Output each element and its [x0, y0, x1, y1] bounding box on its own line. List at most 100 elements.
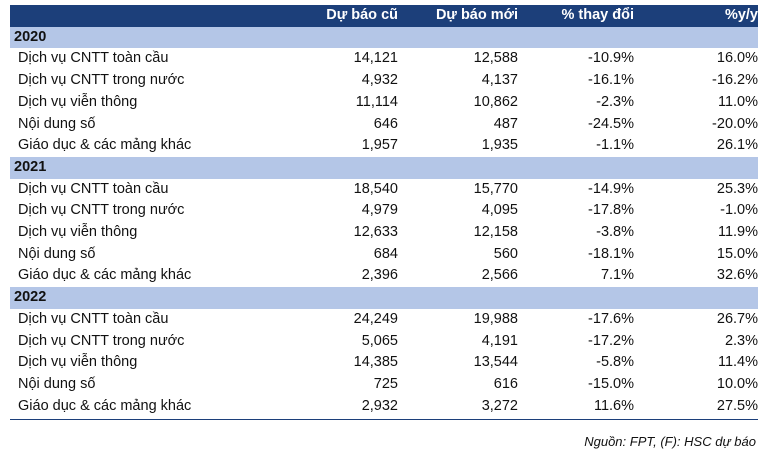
header-row: Dự báo cũ Dự báo mới% thay đổi %y/y	[10, 5, 758, 27]
value-cell: 4,191	[481, 332, 518, 349]
value-cell: -20.0%	[712, 115, 758, 132]
data-row: Dịch vụ CNTT trong nước 5,065 4,191 -17.2% 2…	[10, 331, 758, 353]
value-cell: 725	[373, 375, 398, 392]
row-label: Giáo dục & các mảng khác	[18, 267, 192, 284]
value-cell: 15,770	[473, 180, 518, 197]
section-row: 2020	[10, 26, 758, 49]
value-cell: -16.2%	[712, 72, 758, 89]
value-cell: -16.1%	[588, 72, 634, 89]
value-cell: 11.0%	[717, 93, 758, 110]
value-cell: 32.6%	[716, 267, 758, 284]
value-cell: 27.5%	[716, 397, 758, 414]
value-cell: 2,396	[361, 267, 398, 284]
data-row: Dịch vụ CNTT trong nước 4,979 4,095 -17.8% -…	[10, 200, 758, 222]
data-row: Dịch vụ viễn thông 11,114 10,862 -2.3% 11.0%	[10, 92, 758, 114]
data-row: Giáo dục & các mảng khác 1,957 1,935 -1.1% 2…	[10, 135, 758, 157]
value-cell: -10.9%	[588, 50, 634, 67]
row-label: Dịch vụ CNTT trong nước	[18, 332, 185, 349]
section-title: 2022	[10, 287, 758, 309]
value-cell: 4,932	[361, 72, 398, 89]
value-cell: 14,385	[353, 354, 398, 371]
row-label: Dịch vụ CNTT toàn cầu	[18, 50, 169, 67]
value-cell: 487	[493, 115, 518, 132]
value-cell: 26.1%	[716, 137, 758, 154]
row-label: Dịch vụ CNTT toàn cầu	[18, 310, 169, 327]
row-label: Dịch vụ CNTT toàn cầu	[18, 180, 169, 197]
value-cell: -17.8%	[588, 202, 634, 219]
header-cell: %y/y	[634, 5, 758, 27]
value-cell: 14,121	[353, 50, 398, 67]
value-cell: 560	[493, 245, 518, 262]
value-cell: -2.3%	[596, 93, 634, 110]
data-row: Nội dung số 684 560 -18.1% 15.0%	[10, 244, 758, 266]
value-cell: 12,633	[353, 224, 398, 241]
row-label: Nội dung số	[18, 245, 96, 262]
section-row: 2022	[10, 287, 758, 309]
data-row: Giáo dục & các mảng khác 2,396 2,566 7.1% 32…	[10, 265, 758, 287]
value-cell: 18,540	[353, 180, 398, 197]
value-cell: 1,935	[481, 137, 518, 154]
header-cell: Dự báo cũ	[310, 5, 398, 27]
value-cell: 11.4%	[717, 354, 758, 371]
value-cell: 646	[373, 115, 398, 132]
data-row: Dịch vụ CNTT toàn cầu 18,540 15,770 -14.9% 2…	[10, 179, 758, 201]
value-cell: 2.3%	[724, 332, 758, 349]
value-cell: 4,095	[481, 202, 518, 219]
value-cell: 5,065	[361, 332, 398, 349]
value-cell: 12,158	[473, 224, 518, 241]
value-cell: 4,979	[361, 202, 398, 219]
section-row: 2021	[10, 156, 758, 179]
value-cell: -15.0%	[588, 375, 634, 392]
source-note: Nguồn: FPT, (F): HSC dự báo	[584, 434, 756, 449]
forecast-table: Dự báo cũ Dự báo mới% thay đổi %y/y 2020 Dị…	[10, 5, 758, 417]
value-cell: 10.0%	[716, 375, 758, 392]
data-row: Nội dung số 725 616 -15.0% 10.0%	[10, 374, 758, 396]
value-cell: -1.0%	[720, 202, 758, 219]
value-cell: 12,588	[473, 50, 518, 67]
value-cell: 24,249	[353, 310, 398, 327]
bottom-rule	[10, 419, 758, 420]
value-cell: 16.0%	[716, 50, 758, 67]
data-row: Giáo dục & các mảng khác 2,932 3,272 11.6% 2…	[10, 396, 758, 418]
value-cell: 25.3%	[716, 180, 758, 197]
data-row: Dịch vụ CNTT toàn cầu 14,121 12,588 -10.9% 1…	[10, 48, 758, 70]
value-cell: 11.6%	[593, 397, 634, 414]
value-cell: 684	[373, 245, 398, 262]
row-label: Dịch vụ viễn thông	[18, 354, 138, 371]
value-cell: -24.5%	[588, 115, 634, 132]
section-title: 2020	[10, 26, 758, 49]
data-row: Dịch vụ viễn thông 12,633 12,158 -3.8% 11.9%	[10, 222, 758, 244]
table-wrap: Dự báo cũ Dự báo mới% thay đổi %y/y 2020 Dị…	[10, 5, 758, 417]
value-cell: 3,272	[481, 397, 518, 414]
row-label: Nội dung số	[18, 375, 96, 392]
data-row: Dịch vụ viễn thông 14,385 13,544 -5.8% 11.4%	[10, 352, 758, 374]
value-cell: 11.9%	[717, 224, 758, 241]
value-cell: 19,988	[473, 310, 518, 327]
value-cell: -17.2%	[588, 332, 634, 349]
header-cell: Dự báo mới	[398, 5, 518, 27]
value-cell: -18.1%	[588, 245, 634, 262]
value-cell: -5.8%	[596, 354, 634, 371]
value-cell: 15.0%	[716, 245, 758, 262]
value-cell: 11,114	[355, 93, 398, 110]
row-label: Dịch vụ CNTT trong nước	[18, 72, 185, 89]
value-cell: 616	[493, 375, 518, 392]
row-label: Dịch vụ viễn thông	[18, 224, 138, 241]
header-blank	[10, 5, 310, 27]
row-label: Giáo dục & các mảng khác	[18, 397, 192, 414]
value-cell: -1.1%	[596, 137, 634, 154]
data-row: Dịch vụ CNTT trong nước 4,932 4,137 -16.1% -…	[10, 70, 758, 92]
table-body: 2020 Dịch vụ CNTT toàn cầu 14,121 12,588 -10…	[10, 26, 758, 418]
row-label: Nội dung số	[18, 115, 96, 132]
value-cell: 10,862	[473, 93, 518, 110]
data-row: Dịch vụ CNTT toàn cầu 24,249 19,988 -17.6% 2…	[10, 309, 758, 331]
value-cell: -3.8%	[596, 224, 634, 241]
value-cell: -14.9%	[588, 180, 634, 197]
value-cell: 7.1%	[600, 267, 634, 284]
section-title: 2021	[10, 156, 758, 179]
value-cell: 26.7%	[716, 310, 758, 327]
row-label: Dịch vụ CNTT trong nước	[18, 202, 185, 219]
value-cell: 2,932	[361, 397, 398, 414]
row-label: Dịch vụ viễn thông	[18, 93, 138, 110]
